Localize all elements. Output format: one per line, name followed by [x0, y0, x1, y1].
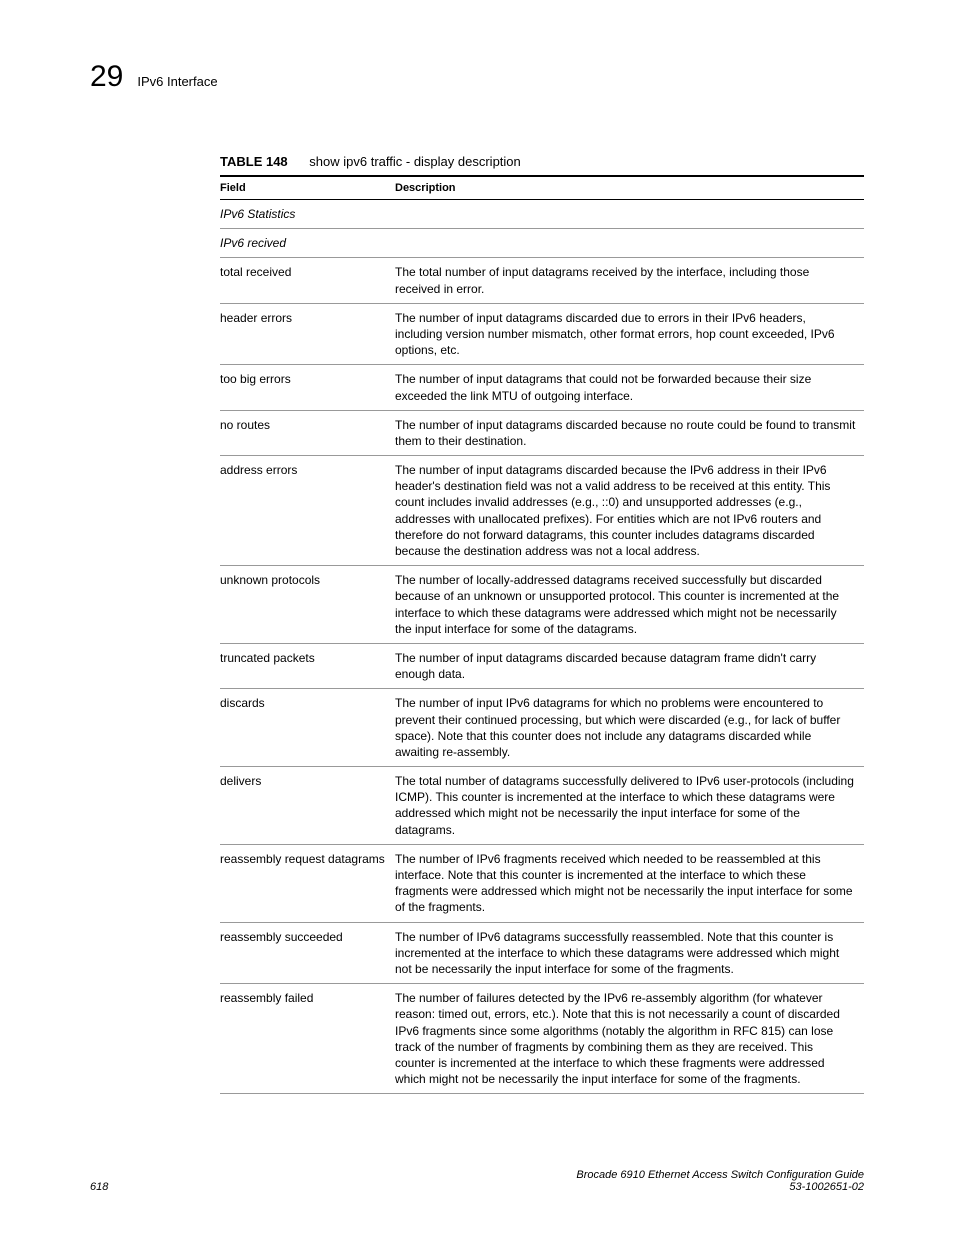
- table-row: truncated packetsThe number of input dat…: [220, 643, 864, 688]
- table-row: address errorsThe number of input datagr…: [220, 456, 864, 566]
- field-cell: truncated packets: [220, 643, 395, 688]
- description-cell: The number of failures detected by the I…: [395, 984, 864, 1094]
- table-row: IPv6 recived: [220, 229, 864, 258]
- description-cell: The number of input datagrams discarded …: [395, 410, 864, 455]
- table-row: IPv6 Statistics: [220, 200, 864, 229]
- doc-id: 53-1002651-02: [576, 1181, 864, 1193]
- description-cell: The number of input datagrams discarded …: [395, 456, 864, 566]
- main-content: TABLE 148 show ipv6 traffic - display de…: [220, 154, 864, 1094]
- table-caption-text: show ipv6 traffic - display description: [309, 154, 520, 169]
- footer-right: Brocade 6910 Ethernet Access Switch Conf…: [576, 1169, 864, 1193]
- field-cell: reassembly request datagrams: [220, 844, 395, 922]
- table-row: total receivedThe total number of input …: [220, 258, 864, 303]
- description-cell: The number of input datagrams discarded …: [395, 643, 864, 688]
- table-header-row: Field Description: [220, 176, 864, 200]
- table-caption: TABLE 148 show ipv6 traffic - display de…: [220, 154, 864, 169]
- field-cell: address errors: [220, 456, 395, 566]
- page-number: 618: [90, 1181, 108, 1193]
- table-row: deliversThe total number of datagrams su…: [220, 767, 864, 845]
- description-cell: The number of locally-addressed datagram…: [395, 566, 864, 644]
- description-cell: The number of input datagrams discarded …: [395, 303, 864, 365]
- chapter-title: IPv6 Interface: [137, 74, 217, 89]
- table-label: TABLE 148: [220, 154, 288, 169]
- description-table: Field Description IPv6 StatisticsIPv6 re…: [220, 175, 864, 1094]
- table-row: too big errorsThe number of input datagr…: [220, 365, 864, 410]
- description-cell: The total number of input datagrams rece…: [395, 258, 864, 303]
- table-row: no routesThe number of input datagrams d…: [220, 410, 864, 455]
- chapter-number: 29: [90, 60, 123, 94]
- table-row: reassembly succeededThe number of IPv6 d…: [220, 922, 864, 984]
- doc-title: Brocade 6910 Ethernet Access Switch Conf…: [576, 1169, 864, 1181]
- description-cell: The number of input datagrams that could…: [395, 365, 864, 410]
- col-field: Field: [220, 176, 395, 200]
- field-cell: discards: [220, 689, 395, 767]
- description-cell: The number of input IPv6 datagrams for w…: [395, 689, 864, 767]
- field-cell: no routes: [220, 410, 395, 455]
- table-row: unknown protocolsThe number of locally-a…: [220, 566, 864, 644]
- field-cell: unknown protocols: [220, 566, 395, 644]
- page-header: 29 IPv6 Interface: [90, 60, 864, 94]
- table-row: header errorsThe number of input datagra…: [220, 303, 864, 365]
- field-cell: header errors: [220, 303, 395, 365]
- description-cell: The number of IPv6 fragments received wh…: [395, 844, 864, 922]
- description-cell: The number of IPv6 datagrams successfull…: [395, 922, 864, 984]
- field-cell: reassembly succeeded: [220, 922, 395, 984]
- description-cell: The total number of datagrams successful…: [395, 767, 864, 845]
- field-cell: IPv6 Statistics: [220, 200, 395, 229]
- field-cell: IPv6 recived: [220, 229, 395, 258]
- description-cell: [395, 229, 864, 258]
- field-cell: reassembly failed: [220, 984, 395, 1094]
- table-row: reassembly failedThe number of failures …: [220, 984, 864, 1094]
- field-cell: total received: [220, 258, 395, 303]
- col-description: Description: [395, 176, 864, 200]
- field-cell: too big errors: [220, 365, 395, 410]
- table-row: discardsThe number of input IPv6 datagra…: [220, 689, 864, 767]
- field-cell: delivers: [220, 767, 395, 845]
- table-row: reassembly request datagramsThe number o…: [220, 844, 864, 922]
- page-footer: 618 Brocade 6910 Ethernet Access Switch …: [90, 1169, 864, 1193]
- description-cell: [395, 200, 864, 229]
